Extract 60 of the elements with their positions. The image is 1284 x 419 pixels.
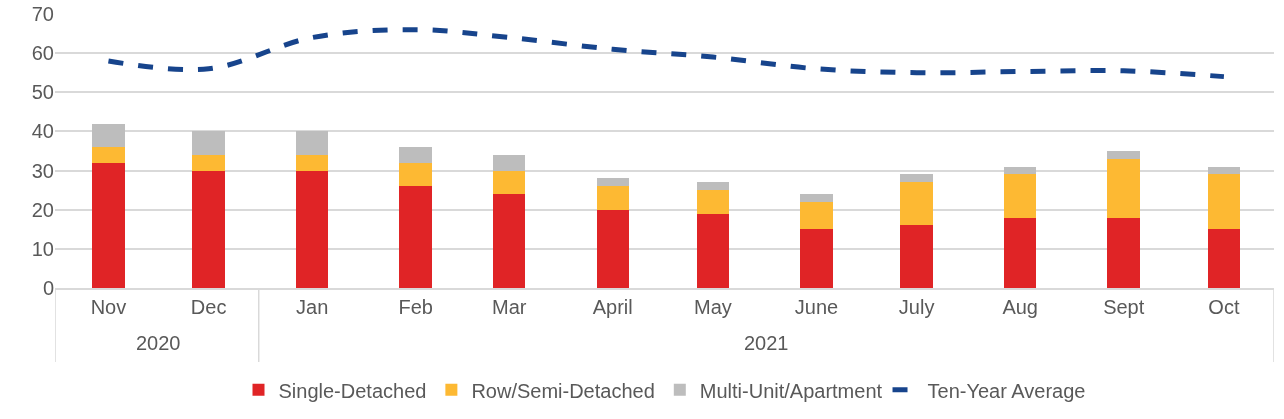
- bar: [800, 201, 833, 230]
- bar: [399, 162, 432, 187]
- x-tick-label: Dec: [190, 295, 227, 318]
- x-tick-label: Aug: [1002, 295, 1038, 318]
- bar: [295, 131, 329, 155]
- bar: [295, 170, 329, 288]
- bar: [399, 186, 432, 288]
- x-tick-label: May: [694, 295, 732, 318]
- legend-label: Multi-Unit/Apartment: [699, 379, 883, 402]
- bar: [192, 131, 225, 155]
- bar: [696, 182, 730, 191]
- text: 2020: [136, 332, 181, 354]
- bar: [1107, 217, 1140, 288]
- y-tick-label: 20: [31, 198, 54, 221]
- bar: [596, 209, 629, 288]
- bar: [900, 174, 933, 183]
- bar: [1107, 151, 1140, 159]
- bar: [92, 147, 125, 163]
- bar: [596, 178, 629, 187]
- text: 2021: [744, 332, 789, 354]
- y-tick-label: 10: [31, 237, 54, 260]
- bar: [900, 182, 933, 226]
- bar: [900, 225, 933, 288]
- bar: [1207, 229, 1241, 288]
- y-tick-label: 50: [31, 81, 54, 104]
- bar: [192, 154, 225, 171]
- bar: [92, 123, 125, 148]
- bar: [1207, 174, 1241, 230]
- y-tick-label: 0: [42, 277, 54, 299]
- bar: [492, 170, 526, 195]
- bar: [492, 154, 526, 171]
- bar: [800, 194, 833, 202]
- x-tick-label: Sept: [1103, 295, 1145, 318]
- bar: [399, 147, 432, 163]
- bar: [596, 186, 629, 210]
- bar: [1003, 217, 1037, 288]
- y-tick-label: 40: [31, 120, 54, 143]
- y-tick-label: 70: [31, 3, 54, 25]
- legend-label: Row/Semi-Detached: [471, 379, 655, 402]
- x-tick-label: Nov: [90, 295, 127, 318]
- y-tick-label: 30: [31, 159, 54, 182]
- x-tick-label: Mar: [491, 295, 527, 318]
- x-tick-label: April: [592, 295, 633, 318]
- bar: [295, 154, 329, 171]
- y-tick-label: 60: [31, 42, 54, 65]
- bar: [1107, 158, 1140, 218]
- x-tick-label: Oct: [1208, 295, 1240, 318]
- bar: [492, 194, 526, 288]
- legend-label: Single-Detached: [278, 379, 427, 402]
- x-tick-label: July: [898, 295, 935, 318]
- bar: [1003, 174, 1037, 218]
- bar: [192, 170, 225, 288]
- bar: [92, 162, 125, 288]
- bar: [800, 229, 833, 288]
- x-tick-label: June: [794, 295, 839, 318]
- x-tick-label: Feb: [398, 295, 433, 318]
- bar: [696, 213, 730, 288]
- x-tick-label: Jan: [296, 295, 329, 318]
- bar: [696, 190, 730, 214]
- legend-label: Ten-Year Average: [927, 379, 1086, 402]
